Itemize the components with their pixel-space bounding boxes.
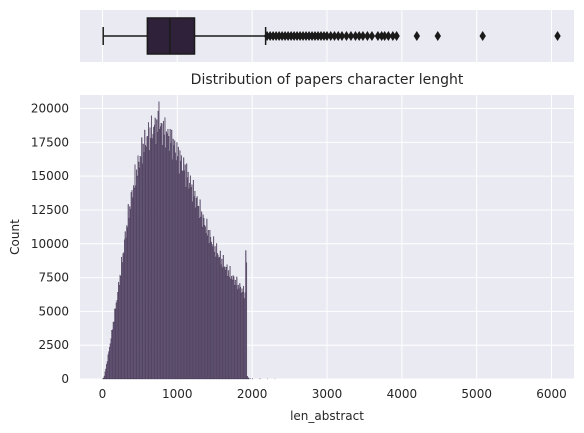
outlier-point	[368, 31, 376, 41]
outlier-point	[554, 31, 561, 41]
outlier-point	[359, 31, 367, 41]
x-axis-label: len_abstract	[290, 409, 364, 423]
y-tick-label: 17500	[31, 135, 69, 149]
boxplot-panel	[80, 10, 574, 62]
y-axis-label: Count	[8, 219, 22, 255]
histogram-bars	[102, 101, 276, 380]
outlier-point	[338, 31, 346, 41]
outlier-point	[343, 31, 350, 41]
y-tick-label: 20000	[31, 102, 69, 116]
y-tick-label: 2500	[38, 338, 69, 352]
outlier-point	[335, 31, 342, 41]
histogram-bar	[248, 378, 250, 380]
y-tick-label: 15000	[31, 169, 69, 183]
outlier-point	[364, 31, 371, 41]
x-tick-label: 3000	[312, 387, 343, 401]
outlier-point	[479, 31, 486, 41]
outlier-point	[352, 31, 359, 41]
histogram-bar	[246, 262, 248, 380]
y-tick-label: 7500	[38, 271, 69, 285]
x-tick-label: 2000	[237, 387, 268, 401]
outlier-point	[381, 31, 388, 41]
outlier-point	[355, 31, 363, 41]
y-tick-labels: 0 2500 5000 7500 10000 12500 15000 17500 20000	[31, 102, 69, 386]
histogram-panel: Distribution of papers character lenght …	[8, 72, 574, 423]
x-tick-label: 1000	[162, 387, 193, 401]
x-tick-labels: 0 1000 2000 3000 4000 5000 6000	[99, 387, 567, 401]
outlier-point	[331, 31, 338, 41]
y-tick-label: 0	[61, 372, 69, 386]
outlier-point	[434, 31, 441, 41]
y-tick-label: 10000	[31, 237, 69, 251]
outlier-point	[323, 31, 331, 41]
x-tick-label: 5000	[461, 387, 492, 401]
interquartile-box	[146, 17, 196, 55]
x-tick-label: 6000	[536, 387, 567, 401]
x-tick-label: 0	[99, 387, 107, 401]
outlier-point	[347, 31, 355, 41]
outlier-point	[327, 31, 334, 41]
outlier-point	[385, 31, 392, 41]
boxplot-marks	[102, 17, 561, 55]
outlier-point	[389, 31, 397, 41]
chart-title: Distribution of papers character lenght	[191, 72, 464, 88]
y-tick-label: 5000	[38, 304, 69, 318]
outlier-point	[393, 31, 400, 41]
outlier-point	[413, 31, 421, 41]
outlier-point	[374, 31, 382, 41]
y-tick-label: 12500	[31, 203, 69, 217]
x-tick-label: 4000	[387, 387, 418, 401]
